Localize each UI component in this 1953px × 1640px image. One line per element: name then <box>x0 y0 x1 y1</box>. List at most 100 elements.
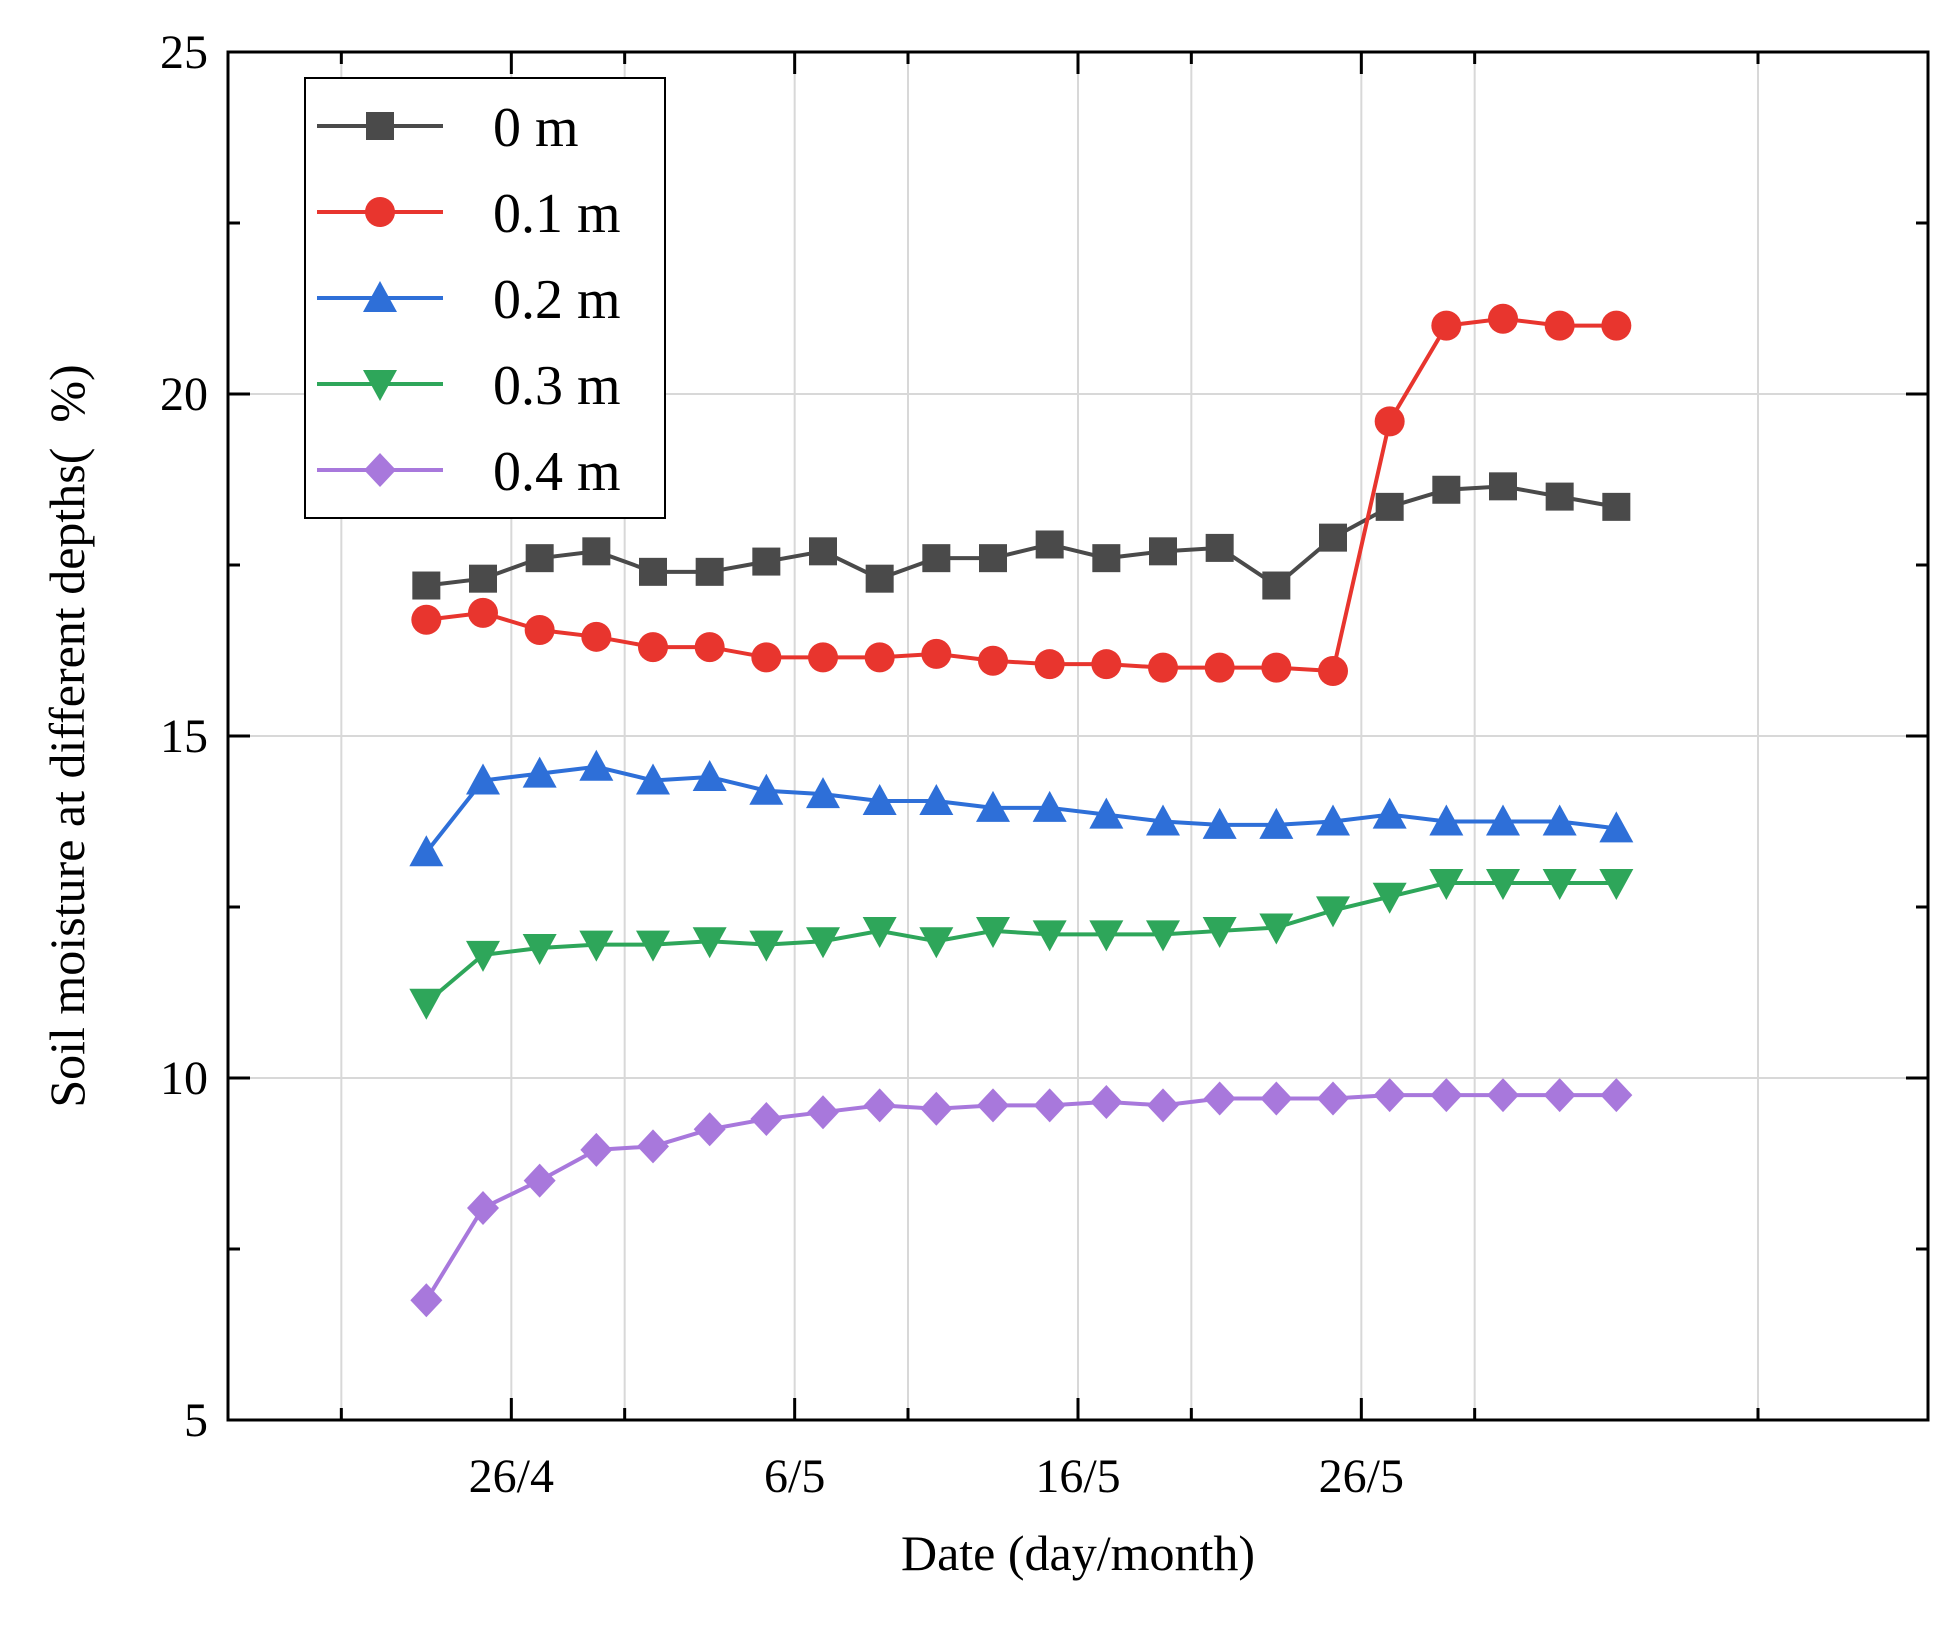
series-line <box>424 764 1617 854</box>
data-point <box>862 916 897 948</box>
data-point <box>1486 869 1520 901</box>
data-point <box>752 547 781 576</box>
data-point <box>695 557 724 586</box>
data-point <box>1091 649 1122 680</box>
legend-swatch-marker <box>366 112 394 140</box>
series-layer <box>409 303 1634 1318</box>
data-point <box>1317 1081 1349 1116</box>
data-point <box>977 1088 1009 1123</box>
data-point <box>751 642 782 673</box>
data-point <box>410 1283 443 1318</box>
data-point <box>806 777 840 809</box>
data-point <box>466 940 500 972</box>
data-point <box>1372 797 1407 829</box>
legend-swatch-marker <box>363 281 397 312</box>
data-point <box>1032 920 1067 952</box>
data-point <box>1092 544 1121 573</box>
data-point <box>1488 303 1518 334</box>
y-tick-label: 15 <box>160 710 208 763</box>
data-point <box>638 632 668 663</box>
data-point <box>1432 475 1461 504</box>
data-point <box>1147 1088 1179 1123</box>
data-point <box>1202 807 1237 839</box>
data-point <box>1032 790 1067 822</box>
data-point <box>1545 482 1574 511</box>
data-point <box>1601 310 1632 341</box>
data-point <box>1602 492 1631 521</box>
data-point <box>1316 804 1350 836</box>
data-point <box>1319 523 1347 552</box>
data-point <box>976 916 1010 948</box>
data-point <box>1259 807 1294 839</box>
data-point <box>978 645 1008 676</box>
data-point <box>1544 310 1575 341</box>
data-point <box>1262 571 1291 600</box>
data-point <box>749 773 784 805</box>
series-line <box>426 484 1617 589</box>
data-point <box>582 537 611 566</box>
data-point <box>1375 492 1404 521</box>
data-point <box>1089 920 1124 952</box>
data-point <box>636 930 670 962</box>
data-point <box>865 564 894 593</box>
data-point <box>919 783 954 815</box>
axis-ticks: 5 10 15 20 25 26/4 6/5 16/5 26/5 <box>160 26 1928 1503</box>
data-point <box>1034 649 1065 680</box>
data-point <box>1374 406 1405 437</box>
legend-swatch-marker <box>364 453 396 487</box>
y-tick-label: 10 <box>160 1052 208 1105</box>
legend-label: 0.4 m <box>493 441 621 503</box>
data-point <box>1489 472 1517 501</box>
data-point <box>1430 1078 1463 1113</box>
data-point <box>864 642 895 673</box>
data-point <box>1486 804 1520 836</box>
legend: 0 m 0.1 m 0.2 m 0.3 m 0.4 m <box>304 77 666 519</box>
data-point <box>409 835 444 867</box>
x-tick-label: 26/5 <box>1319 1450 1404 1503</box>
x-tick-label: 6/5 <box>764 1450 825 1503</box>
y-tick-label: 20 <box>160 368 208 421</box>
data-point <box>1035 530 1064 559</box>
series-0-1-mm <box>411 303 1632 687</box>
data-point <box>579 749 614 781</box>
data-point <box>1429 869 1464 901</box>
data-point <box>863 1088 896 1123</box>
data-point <box>920 1091 953 1126</box>
data-point <box>466 763 500 795</box>
data-point <box>523 1163 556 1198</box>
x-tick-label: 16/5 <box>1035 1450 1120 1503</box>
legend-label: 0.1 m <box>493 183 621 245</box>
data-point <box>919 927 954 959</box>
data-point <box>694 632 725 663</box>
data-point <box>806 927 840 959</box>
data-point <box>1316 896 1350 928</box>
legend-swatch-marker <box>363 370 397 401</box>
data-point <box>1599 811 1634 843</box>
data-point <box>749 930 784 962</box>
x-axis-label: Date (day/month) <box>901 1525 1255 1581</box>
data-point <box>1259 913 1294 945</box>
data-point <box>1203 1081 1236 1116</box>
data-point <box>1318 656 1348 687</box>
data-point <box>1033 1088 1066 1123</box>
data-point <box>750 1102 783 1137</box>
legend-swatch-marker <box>365 197 395 227</box>
legend-label: 0.3 m <box>493 355 621 417</box>
data-point <box>581 621 612 652</box>
data-point <box>524 614 555 645</box>
data-point <box>409 988 444 1020</box>
data-point <box>468 597 498 628</box>
data-point <box>1146 920 1180 952</box>
series-line <box>425 881 1617 1005</box>
data-point <box>522 934 557 966</box>
data-point <box>579 930 614 962</box>
data-point <box>1260 1081 1293 1116</box>
data-point <box>1599 869 1634 901</box>
data-point <box>922 544 951 573</box>
data-point <box>1090 1084 1123 1119</box>
data-point <box>412 571 441 600</box>
data-point <box>1146 804 1180 836</box>
data-point <box>1373 1078 1406 1113</box>
data-point <box>1429 804 1464 836</box>
